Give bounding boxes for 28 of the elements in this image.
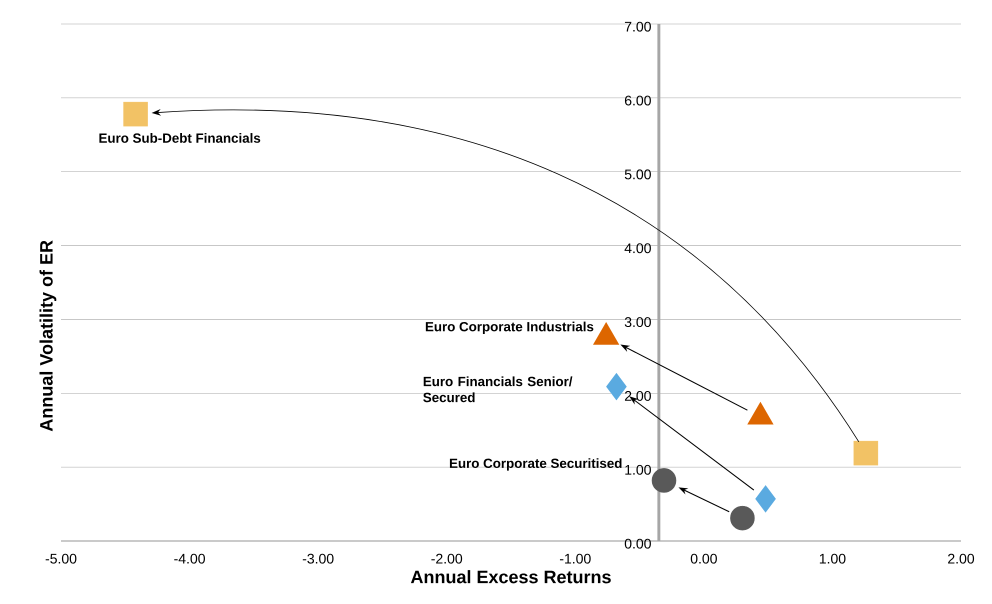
x-tick-label: -4.00 (174, 554, 205, 564)
x-tick-label: 1.00 (820, 554, 846, 564)
y-axis-title: Annual Volatility of ER (40, 240, 56, 432)
y-tick-label: 0.00 (624, 538, 651, 549)
point (652, 468, 676, 493)
point (606, 373, 627, 400)
point (730, 506, 755, 530)
y-tick-label: 1.00 (625, 464, 651, 475)
x-tick-label: -2.00 (431, 554, 462, 564)
x-tick-label: -3.00 (302, 554, 334, 564)
y-tick-label: 6.00 (624, 96, 651, 106)
y-tick-label: 5.00 (624, 169, 651, 180)
y-tick-label: 7.00 (624, 22, 651, 32)
series-label: Euro Corporate Industrials (426, 322, 594, 334)
y-tick-label: 2.00 (624, 391, 651, 401)
y-tick-label: 3.00 (624, 317, 651, 328)
x-tick-label: -1.00 (560, 554, 591, 564)
point (755, 485, 776, 513)
point (854, 440, 878, 466)
point (123, 102, 148, 126)
y-tick-label: 4.00 (624, 243, 651, 254)
x-tick-label: -5.00 (46, 554, 76, 564)
x-axis-title: Annual Excess Returns (410, 570, 611, 584)
x-tick-label: 0.00 (690, 554, 717, 564)
text: Euro Financials Senior/ Secured (423, 376, 572, 402)
series-label: Euro Sub-Debt Financials (99, 133, 260, 143)
x-tick-label: 2.00 (948, 554, 974, 564)
text: Euro Corporate Securitised (450, 458, 622, 471)
